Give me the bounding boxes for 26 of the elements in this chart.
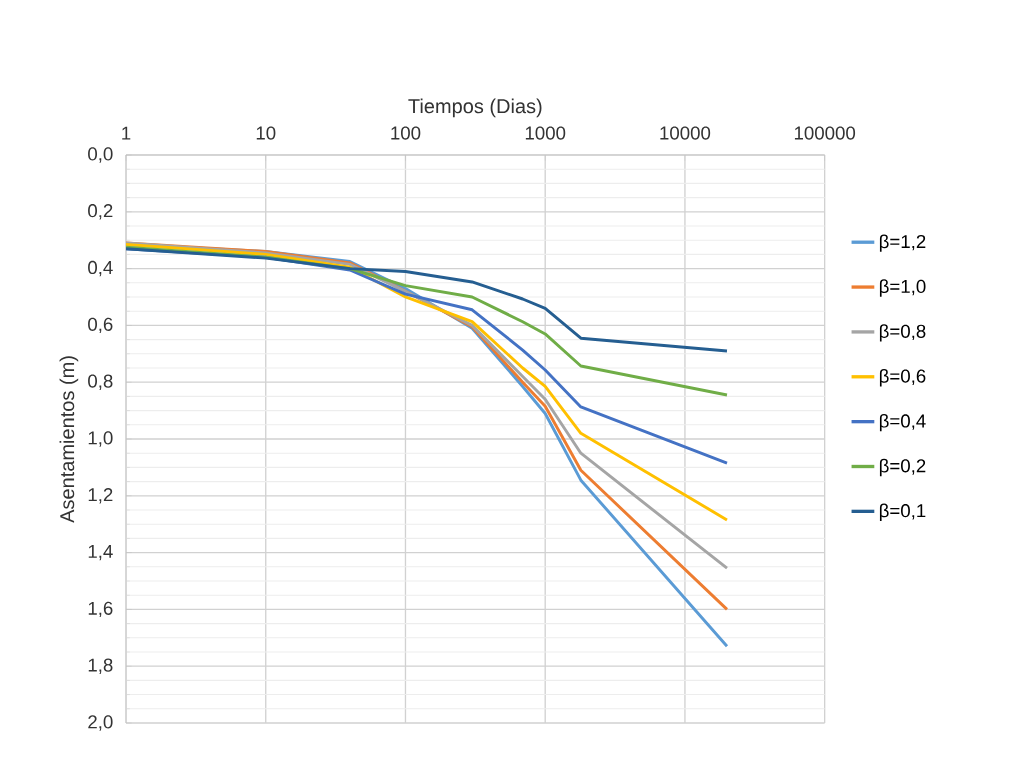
x-tick-label: 100000 [794, 126, 856, 140]
y-tick-label: 2,0 [88, 715, 113, 731]
legend-label: β=1,0 [879, 279, 926, 297]
legend-label: β=0,4 [879, 413, 926, 432]
legend-label: β=0,2 [879, 458, 926, 477]
x-tick-label: 10 [256, 126, 276, 140]
y-tick-label: 0,4 [88, 260, 113, 277]
x-axis-title: Tiempos (Dias) [408, 98, 542, 118]
x-tick-label: 1 [122, 126, 131, 140]
y-tick-label: 1,2 [88, 488, 113, 504]
y-tick-label: 1,8 [88, 658, 113, 674]
legend-label: β=0,1 [879, 503, 926, 521]
x-tick-label: 100 [391, 126, 421, 140]
y-axis-title: Asentamientos (m) [59, 356, 79, 523]
y-tick-label: 1,6 [88, 601, 113, 618]
legend-label: β=0,8 [879, 324, 926, 342]
x-tick-label: 10000 [660, 126, 711, 140]
y-tick-label: 0,6 [88, 317, 113, 334]
y-tick-label: 0,2 [88, 204, 113, 220]
legend-label: β=0,6 [879, 369, 926, 387]
y-tick-label: 1,4 [88, 544, 113, 561]
legend-label: β=1,2 [879, 234, 926, 252]
y-tick-label: 0,0 [88, 147, 113, 163]
x-tick-label: 1000 [525, 126, 566, 140]
y-tick-label: 0,8 [88, 374, 113, 390]
y-tick-label: 1,0 [88, 431, 113, 447]
